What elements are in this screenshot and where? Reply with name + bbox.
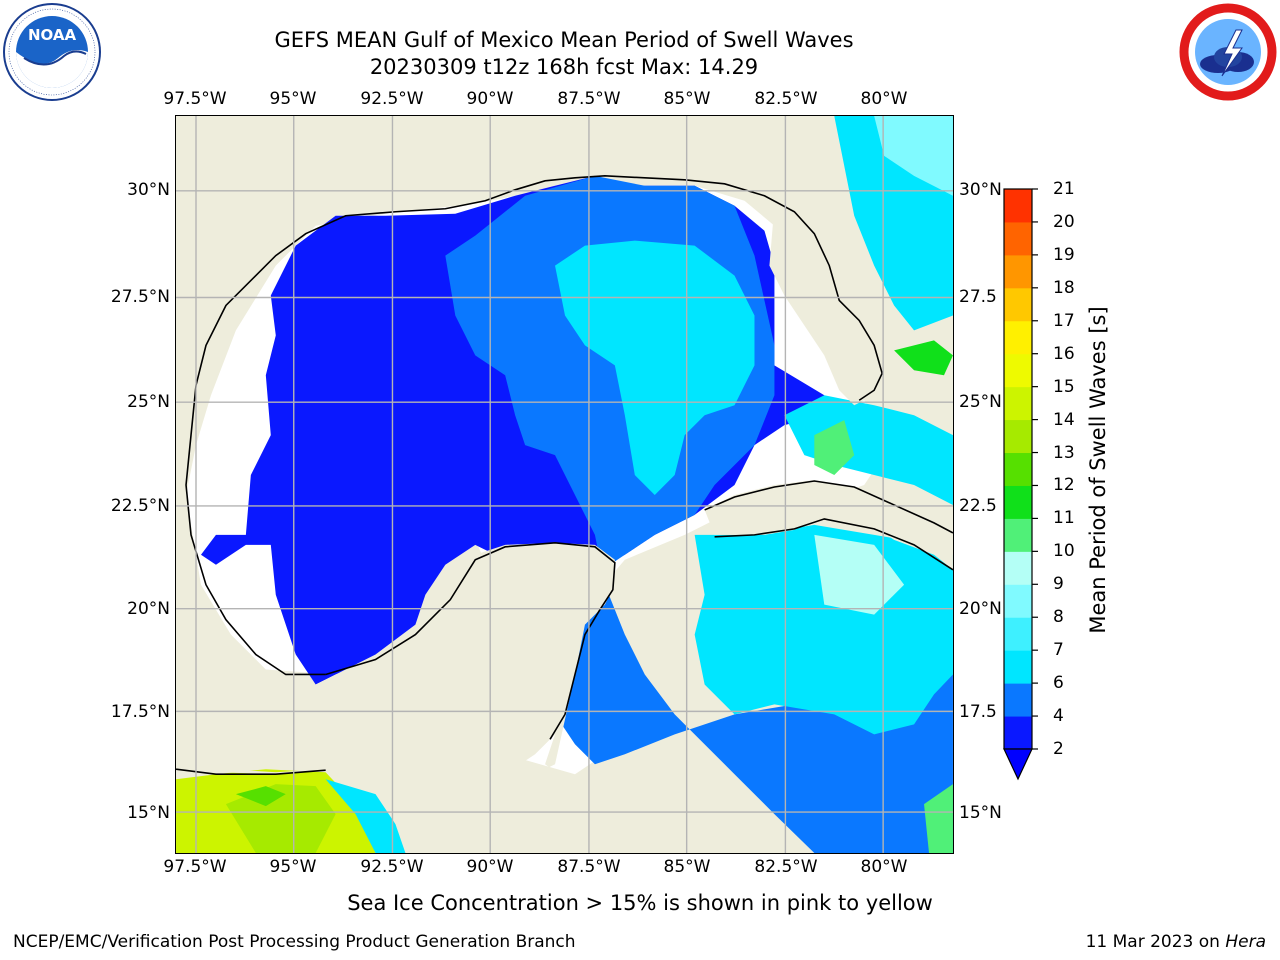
lat-label: 25°N [127,392,170,412]
lon-label: 80°W [860,89,908,109]
svg-text:NOAA: NOAA [28,26,77,44]
colorbar-tick-label: 13 [1053,442,1075,463]
lat-label: 15°N [959,803,1002,823]
central-america-land [176,674,775,853]
colorbar-tick-label: 10 [1053,541,1075,562]
lat-label: 30°N [959,180,1002,200]
graticule [176,116,953,853]
footer-date-text: 11 Mar 2023 on [1085,932,1220,952]
lat-label: 27.5 [959,287,997,307]
colorbar-segment [1004,419,1032,454]
lat-label: 15°N [127,803,170,823]
swell-9-10s-area [814,420,855,476]
pacific-swell-area [325,779,406,853]
swell-6-7s-area [555,240,755,495]
colorbar [1003,188,1038,781]
colorbar-segment [1004,650,1032,684]
lon-label: 92.5°W [360,89,424,109]
colorbar-tick-label: 14 [1053,409,1075,430]
colorbar-tick-label: 12 [1053,475,1075,496]
footer-date: 11 Mar 2023 on Hera [1086,932,1266,952]
colorbar-tick-label: 8 [1053,607,1064,628]
lon-label: 85°W [663,89,711,109]
lon-label: 82.5°W [754,89,818,109]
colorbar-segment [1004,386,1032,421]
colorbar-tick-label: 15 [1053,376,1075,397]
colorbar-tick-label: 7 [1053,640,1064,661]
footer-credit: NCEP/EMC/Verification Post Processing Pr… [13,932,576,952]
lon-label: 87.5°W [557,857,621,877]
yucatan-land [315,542,615,775]
colorbar-tick-label: 17 [1053,310,1075,331]
colorbar-segment [1004,716,1032,750]
lat-label: 17.5 [959,702,997,722]
coastlines [176,175,953,776]
lon-label: 95°W [269,89,317,109]
noaa-logo: NOAA [3,3,101,101]
colorbar-segment [1004,617,1032,651]
lon-label: 90°W [466,857,514,877]
colorbar-segment [1004,254,1032,289]
florida-land [769,205,885,406]
colorbar-segment [1004,485,1032,519]
pacific-swell-area [235,786,286,807]
sea-ice-note: Sea Ice Concentration > 15% is shown in … [347,891,933,915]
lat-label: 22.5 [959,496,997,516]
colorbar-tick-label: 21 [1053,179,1075,199]
lat-label: 22.5°N [110,496,170,516]
lon-label: 97.5°W [163,89,227,109]
swell-6-7s-area [784,395,953,505]
lon-label: 82.5°W [754,857,818,877]
north-coast-land [176,116,835,376]
colorbar-segment [1004,551,1032,585]
colorbar-segment [1004,287,1032,322]
lat-label: 30°N [127,180,170,200]
map-panel [175,115,954,854]
colorbar-extend-arrow [1003,748,1033,781]
colorbar-segment [1004,353,1032,388]
lon-label: 87.5°W [557,89,621,109]
lat-label: 20°N [127,599,170,619]
lon-label: 85°W [663,857,711,877]
lon-label: 92.5°W [360,857,424,877]
colorbar-tick-label: 20 [1053,211,1075,232]
lon-label: 80°W [860,857,908,877]
colorbar-segment [1004,683,1032,717]
lat-label: 27.5°N [110,287,170,307]
chart-title: GEFS MEAN Gulf of Mexico Mean Period of … [274,28,854,52]
colorbar-tick-label: 18 [1053,277,1075,298]
swell-11-12s-area [894,340,953,376]
lat-label: 17.5°N [110,702,170,722]
colorbar-tick-label: 2 [1053,739,1064,759]
colorbar-tick-label: 6 [1053,673,1064,694]
chart-subtitle: 20230309 t12z 168h fcst Max: 14.29 [369,55,759,79]
colorbar-segment [1004,518,1032,552]
lon-label: 97.5°W [163,857,227,877]
nws-logo [1179,3,1277,101]
footer-host: Hera [1225,932,1266,952]
swell-7-8s-area [874,116,953,196]
colorbar-tick-label: 9 [1053,574,1064,595]
colorbar-segment [1004,189,1032,223]
pacific-swell-area [924,784,953,853]
swell-8-9s-area [814,534,905,615]
pacific-swell-area [225,784,336,853]
lat-label: 20°N [959,599,1002,619]
colorbar-segment [1004,320,1032,355]
colorbar-tick-label: 16 [1053,343,1075,364]
lon-label: 95°W [269,857,317,877]
colorbar-segment [1004,584,1032,618]
colorbar-segment [1004,221,1032,256]
colorbar-tick-label: 4 [1053,706,1064,727]
cuba-land [704,480,953,570]
colorbar-tick-label: 11 [1053,508,1075,529]
lat-label: 25°N [959,392,1002,412]
lon-label: 90°W [466,89,514,109]
colorbar-segment [1004,452,1032,486]
colorbar-tick-label: 19 [1053,244,1075,265]
colorbar-label: Mean Period of Swell Waves [s] [1086,306,1110,634]
